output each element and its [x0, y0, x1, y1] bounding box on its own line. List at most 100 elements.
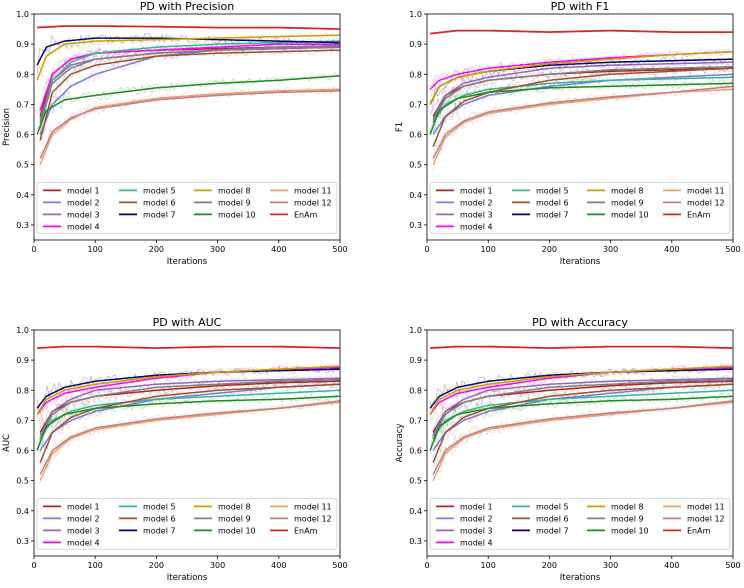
chart-pd-with-auc: PD with AUC 0 100 200 300 400 500 0.3 0.4 0.5 0.6 0…	[2, 316, 348, 583]
series-noise-model-4	[429, 364, 732, 421]
legend-item-model-5: model 5	[512, 502, 569, 511]
legend-label: model 9	[611, 198, 644, 207]
y-axis-label: Precision	[2, 108, 12, 146]
legend-label: model 4	[460, 538, 493, 547]
series-lines	[36, 25, 340, 171]
legend-item-model-11: model 11	[663, 502, 725, 511]
x-tick-label: 0	[424, 245, 429, 254]
legend-item-model-9: model 9	[587, 514, 644, 523]
y-tick-label: 0.7	[409, 416, 422, 425]
legend-label: model 9	[218, 198, 251, 207]
y-axis-label: Accuracy	[395, 424, 405, 463]
legend-item-model-10: model 10	[587, 526, 649, 535]
legend-item-model-7: model 7	[512, 210, 569, 219]
series-line-model-3	[432, 377, 733, 436]
y-tick-label: 0.8	[16, 70, 29, 79]
legend-item-model-10: model 10	[194, 210, 256, 219]
x-tick-label: 200	[542, 245, 557, 254]
series-line-model-10	[429, 82, 733, 135]
y-tick-label: 0.5	[409, 161, 422, 170]
legend-label: model 7	[143, 210, 176, 219]
legend-label: model 6	[536, 198, 569, 207]
series-line-model-9	[39, 44, 340, 123]
series-line-model-3	[39, 377, 340, 436]
legend-item-model-5: model 5	[512, 186, 569, 195]
legend-item-model-7: model 7	[119, 526, 176, 535]
legend-label: model 8	[218, 186, 251, 195]
x-tick-label: 300	[210, 561, 225, 570]
series-lines	[429, 29, 733, 174]
legend-label: model 12	[687, 198, 725, 207]
legend-item-model-2: model 2	[43, 514, 100, 523]
chart-pd-with-f1: PD with F1 0 100 200 300 400 500 0.3 0.4 0.5 0.6 0.…	[395, 0, 741, 267]
legend-label: model 2	[67, 198, 100, 207]
series-noise-model-12	[39, 87, 339, 159]
legend-label: model 5	[536, 186, 569, 195]
x-axis-label: Iterations	[560, 573, 601, 583]
legend-label: model 4	[67, 222, 100, 231]
legend-label: model 3	[67, 210, 100, 219]
series-line-model-10	[36, 395, 340, 451]
legend-label: model 6	[143, 514, 176, 523]
legend-label: model 10	[218, 526, 256, 535]
legend-item-model-4: model 4	[43, 222, 100, 231]
series-line-model-11	[432, 88, 733, 166]
legend-label: EnAm	[294, 210, 318, 219]
y-tick-label: 0.5	[16, 161, 29, 170]
legend-item-model-6: model 6	[512, 198, 569, 207]
y-tick-label: 0.9	[409, 40, 422, 49]
series-noise-model-6	[39, 380, 340, 466]
chart-title: PD with F1	[551, 0, 610, 13]
legend-label: model 6	[536, 514, 569, 523]
legend-label: model 3	[67, 526, 100, 535]
series-line-model-5	[39, 40, 340, 129]
legend-box	[36, 497, 338, 550]
axes-frame	[33, 13, 341, 241]
y-axis-label: AUC	[2, 434, 12, 452]
y-tick-label: 0.7	[16, 416, 29, 425]
legend-item-model-10: model 10	[587, 210, 649, 219]
legend-label: model 8	[611, 186, 644, 195]
legend-item-model-10: model 10	[194, 526, 256, 535]
legend-label: model 11	[687, 502, 725, 511]
x-tick-label: 100	[88, 561, 103, 570]
legend-label: model 12	[687, 514, 725, 523]
legend-item-model-3: model 3	[436, 210, 493, 219]
legend-label: model 11	[294, 502, 332, 511]
axes-frame	[426, 13, 734, 241]
legend-item-model-2: model 2	[436, 198, 493, 207]
legend-label: model 9	[611, 514, 644, 523]
x-tick-label: 400	[664, 561, 679, 570]
x-tick-label: 500	[725, 245, 740, 254]
legend-item-enam: EnAm	[270, 210, 318, 219]
series-lines	[36, 345, 340, 482]
legend-item-model-9: model 9	[587, 198, 644, 207]
series-noise-model-8	[36, 31, 339, 78]
legend-item-model-1: model 1	[436, 502, 493, 511]
series-noise-model-10	[36, 72, 339, 129]
legend-item-enam: EnAm	[663, 210, 711, 219]
series-line-model-11	[39, 88, 340, 165]
legend-item-model-11: model 11	[270, 186, 332, 195]
y-tick-label: 0.3	[409, 221, 422, 230]
y-tick-label: 0.9	[16, 356, 29, 365]
legend-item-model-3: model 3	[43, 526, 100, 535]
series-noise-model-10	[429, 392, 732, 455]
y-tick-label: 0.9	[16, 40, 29, 49]
legend-label: model 3	[460, 210, 493, 219]
series-line-model-6	[432, 67, 733, 147]
series-line-model-3	[432, 61, 733, 120]
legend-item-model-11: model 11	[270, 502, 332, 511]
legend-label: EnAm	[687, 210, 711, 219]
y-tick-label: 0.7	[409, 100, 422, 109]
y-axis-label: F1	[395, 122, 405, 132]
series-line-model-12	[39, 400, 340, 475]
legend-item-model-8: model 8	[587, 186, 644, 195]
series-lines	[429, 345, 733, 482]
legend-label: model 7	[536, 210, 569, 219]
x-tick-label: 0	[31, 245, 36, 254]
x-tick-label: 400	[271, 561, 286, 570]
legend-label: model 10	[611, 526, 649, 535]
